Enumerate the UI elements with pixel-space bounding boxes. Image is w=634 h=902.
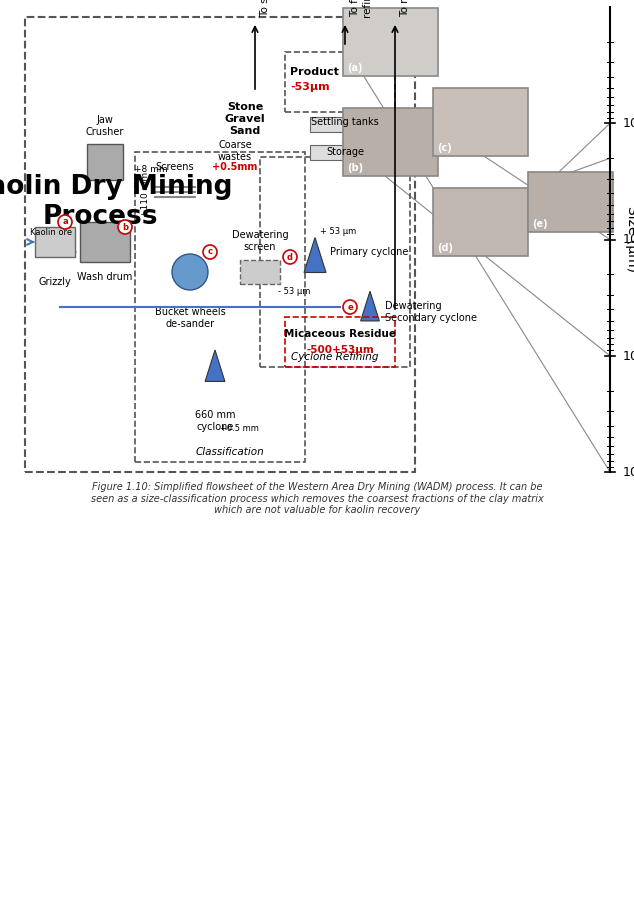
Bar (342, 8, 437, 76)
Text: +0.5 mm: +0.5 mm (220, 424, 259, 433)
Text: Stone: Stone (227, 102, 263, 112)
Bar (432, 88, 527, 156)
Text: a: a (62, 217, 68, 226)
Bar (87, 144, 123, 180)
Text: Product: Product (290, 67, 339, 77)
Bar (285, 52, 395, 112)
Text: -53μm: -53μm (290, 82, 330, 92)
Bar (432, 188, 527, 256)
Text: Dewatering
Secondary cyclone: Dewatering Secondary cyclone (385, 301, 477, 323)
Text: Settling tanks: Settling tanks (311, 117, 379, 127)
Text: $10^2$: $10^2$ (622, 115, 634, 132)
Circle shape (203, 245, 217, 259)
Text: Size (μm): Size (μm) (625, 207, 634, 272)
Text: d: d (287, 253, 293, 262)
Text: (e): (e) (533, 219, 548, 229)
Bar (25, 17, 415, 472)
Text: Micaceous Residue: Micaceous Residue (284, 329, 396, 339)
Text: (b): (b) (347, 163, 364, 173)
Text: 660 mm
cyclone: 660 mm cyclone (195, 410, 235, 431)
Text: Kaolin ore: Kaolin ore (30, 228, 72, 237)
Text: Dewatering
screen: Dewatering screen (231, 230, 288, 252)
Circle shape (118, 220, 132, 234)
Bar (35, 227, 75, 257)
Text: Screens: Screens (156, 162, 194, 172)
Text: +0.5mm: +0.5mm (212, 162, 257, 172)
Text: (a): (a) (347, 63, 363, 73)
Text: +110 mm: +110 mm (141, 171, 150, 216)
Text: c: c (207, 247, 212, 256)
Bar (135, 152, 305, 462)
Text: Gravel: Gravel (224, 114, 265, 124)
Bar (285, 317, 395, 367)
Text: Bucket wheels
de-sander: Bucket wheels de-sander (155, 307, 225, 328)
Text: To further
refining: To further refining (350, 0, 372, 17)
Text: e: e (347, 302, 353, 311)
Bar (310, 117, 380, 132)
Text: (c): (c) (437, 143, 452, 153)
Text: Wash drum: Wash drum (77, 272, 133, 282)
Text: Grizzly: Grizzly (39, 277, 72, 287)
Text: To mica dam: To mica dam (400, 0, 410, 17)
Text: -500+53μm: -500+53μm (306, 345, 374, 355)
Text: b: b (122, 223, 128, 232)
Circle shape (172, 254, 208, 290)
Text: (d): (d) (437, 243, 453, 253)
Text: Cyclone Refining: Cyclone Refining (291, 352, 378, 362)
Text: +8 mm: +8 mm (134, 165, 168, 174)
Bar (240, 260, 280, 284)
Bar (527, 172, 612, 232)
Text: Primary cyclone: Primary cyclone (330, 247, 408, 257)
Circle shape (283, 250, 297, 264)
Text: To stockpiles: To stockpiles (260, 0, 270, 17)
Bar (342, 108, 437, 176)
Text: - 53 μm: - 53 μm (278, 288, 310, 297)
Text: Sand: Sand (230, 126, 261, 136)
Text: + 53 μm: + 53 μm (320, 227, 356, 236)
Text: $10^4$: $10^4$ (622, 347, 634, 364)
Polygon shape (304, 237, 326, 272)
Polygon shape (205, 350, 225, 382)
Text: Jaw
Crusher: Jaw Crusher (86, 115, 124, 137)
Circle shape (343, 300, 357, 314)
Text: Kaolin Dry Mining
Process: Kaolin Dry Mining Process (0, 174, 232, 230)
Bar (80, 222, 130, 262)
Text: Figure 1.10: Simplified flowsheet of the Western Area Dry Mining (WADM) process.: Figure 1.10: Simplified flowsheet of the… (91, 482, 543, 515)
Text: $10^5$: $10^5$ (622, 464, 634, 480)
Circle shape (58, 215, 72, 229)
Text: Coarse
wastes: Coarse wastes (218, 141, 252, 162)
Bar (260, 157, 410, 367)
Bar (310, 145, 380, 160)
Polygon shape (361, 291, 379, 321)
Text: $10^3$: $10^3$ (622, 231, 634, 248)
Text: Classification: Classification (196, 447, 264, 457)
Text: Storage: Storage (326, 147, 364, 157)
